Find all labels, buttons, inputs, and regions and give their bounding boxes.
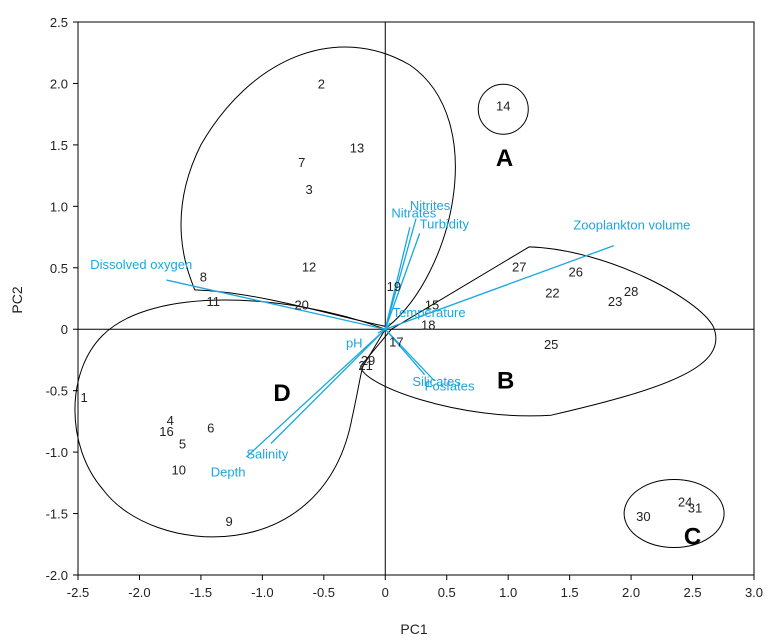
vector-nitrates [384, 227, 411, 330]
sample-point-label: 9 [226, 514, 233, 529]
vector-fosfates [384, 328, 435, 382]
sample-point-label: 29 [361, 353, 375, 368]
vector-label-depth: Depth [211, 465, 246, 480]
sample-point-label: 23 [608, 294, 622, 309]
sample-point-label: 20 [294, 298, 308, 313]
x-tick-label: -0.5 [313, 585, 335, 600]
group-a-boundary [180, 46, 456, 328]
vector-temperature [384, 322, 391, 330]
sample-point-label: 8 [200, 269, 207, 284]
vector-label-ph: pH [346, 336, 363, 351]
vector-zooplankton-volume [385, 245, 615, 330]
x-tick-label: -2.0 [128, 585, 150, 600]
y-tick-label: 1.0 [50, 199, 68, 214]
y-tick-label: -2.0 [46, 568, 68, 583]
group-label-b: B [497, 368, 514, 395]
y-tick-label: -1.0 [46, 445, 68, 460]
vector-label-fosfates: Fosfates [425, 379, 475, 394]
sample-point-label: 4 [167, 413, 174, 428]
x-tick-label: 2.0 [622, 585, 640, 600]
x-tick-label: 2.5 [684, 585, 702, 600]
sample-point-label: 6 [207, 421, 214, 436]
sample-point-label: 18 [421, 317, 435, 332]
sample-point-label: 24 [678, 494, 692, 509]
sample-point-label: 28 [624, 284, 638, 299]
group-a-circle [477, 83, 529, 135]
group-label-c: C [684, 524, 701, 551]
vector-turbidity [384, 233, 421, 330]
x-tick-label: 0 [382, 585, 389, 600]
sample-point-label: 11 [206, 294, 220, 309]
x-axis-label: PC1 [400, 621, 427, 637]
sample-point-label: 15 [425, 298, 439, 313]
sample-point-label: 19 [387, 279, 401, 294]
sample-point-label: 5 [179, 437, 186, 452]
sample-point-label: 31 [688, 500, 702, 515]
y-tick-label: -0.5 [46, 384, 68, 399]
sample-point-label: 16 [159, 424, 173, 439]
vector-label-dissolved-oxygen: Dissolved oxygen [90, 257, 192, 272]
vector-label-turbidity: Turbidity [420, 216, 470, 231]
group-label-d: D [273, 380, 290, 407]
sample-point-label: 26 [569, 264, 583, 279]
x-tick-label: 0.5 [438, 585, 456, 600]
sample-point-label: 3 [305, 182, 312, 197]
x-tick-label: -1.0 [251, 585, 273, 600]
sample-point-label: 27 [512, 260, 526, 275]
y-axis-label: PC2 [9, 286, 25, 313]
group-c-ellipse [623, 479, 725, 549]
y-tick-label: -1.5 [46, 507, 68, 522]
vector-nitrites [384, 218, 417, 330]
sample-point-label: 21 [358, 358, 372, 373]
plot-frame [77, 21, 755, 576]
vector-depth [245, 328, 386, 458]
vector-dissolved-oxygen [166, 279, 386, 330]
group-d-boundary [74, 299, 387, 538]
sample-point-label: 22 [545, 285, 559, 300]
x-tick-label: 1.0 [499, 585, 517, 600]
sample-point-label: 17 [389, 335, 403, 350]
x-tick-label: 3.0 [745, 585, 763, 600]
sample-point-label: 2 [318, 76, 325, 91]
x-tick-label: 1.5 [561, 585, 579, 600]
y-tick-label: 2.0 [50, 76, 68, 91]
sample-point-label: 12 [302, 260, 316, 275]
group-label-a: A [496, 145, 513, 172]
y-tick-label: 0.5 [50, 261, 68, 276]
sample-point-label: 30 [636, 509, 650, 524]
sample-point-label: 14 [496, 99, 510, 114]
y-tick-label: 1.5 [50, 138, 68, 153]
sample-point-label: 7 [298, 155, 305, 170]
y-tick-label: 2.5 [50, 15, 68, 30]
vector-salinity [270, 328, 386, 444]
sample-point-label: 13 [350, 140, 364, 155]
x-tick-label: -1.5 [190, 585, 212, 600]
vector-label-silicates: Silicates [412, 374, 461, 389]
vector-label-salinity: Salinity [246, 446, 288, 461]
vector-label-temperature: Temperature [393, 305, 466, 320]
sample-point-label: 25 [544, 337, 558, 352]
group-b-boundary [360, 246, 717, 417]
vector-label-zooplankton-volume: Zooplankton volume [573, 218, 690, 233]
vector-label-nitrates: Nitrates [391, 205, 436, 220]
vector-label-nitrites: Nitrites [410, 198, 451, 213]
sample-point-label: 1 [81, 390, 88, 405]
sample-point-label: 10 [172, 462, 186, 477]
x-tick-label: -2.5 [67, 585, 89, 600]
y-tick-label: 0 [61, 322, 68, 337]
